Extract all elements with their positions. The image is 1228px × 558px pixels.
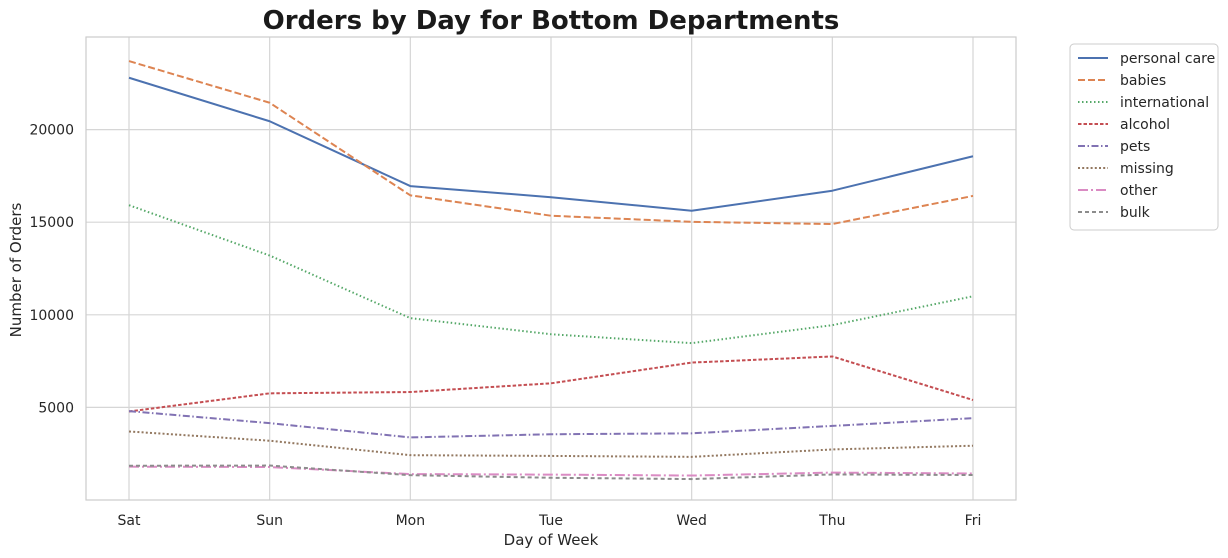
x-tick-label: Fri	[965, 513, 982, 529]
series-line-alcohol	[128, 355, 974, 413]
legend-label: missing	[1120, 161, 1174, 177]
x-tick-label: Sat	[118, 513, 141, 529]
grid	[86, 37, 1016, 500]
x-axis-label: Day of Week	[504, 531, 599, 549]
chart-title: Orders by Day for Bottom Departments	[263, 6, 840, 36]
tick-labels: Sat Sun Mon Tue Wed Thu Fri 5000 10000 15000 20000	[29, 123, 981, 529]
y-tick-label: 20000	[29, 123, 74, 139]
series-line-other	[128, 465, 974, 477]
series-lines	[128, 60, 974, 481]
series-line-bulk	[128, 464, 974, 481]
series-line-pets	[128, 410, 974, 439]
x-tick-label: Thu	[818, 513, 845, 529]
legend-box	[1069, 43, 1219, 231]
x-tick-label: Sun	[256, 513, 283, 529]
y-tick-label: 5000	[38, 400, 74, 416]
series-line-international	[128, 204, 974, 345]
legend-label: bulk	[1120, 205, 1151, 221]
legend-label: pets	[1120, 139, 1150, 155]
legend-label: babies	[1120, 73, 1166, 89]
y-tick-label: 15000	[29, 215, 74, 231]
series-line-personal-care	[128, 76, 974, 212]
y-axis-label: Number of Orders	[7, 202, 25, 337]
legend-label: personal care	[1120, 51, 1215, 67]
plot-area	[85, 36, 1017, 501]
x-tick-label: Tue	[538, 513, 563, 529]
series-line-babies	[128, 60, 974, 226]
x-tick-label: Mon	[396, 513, 426, 529]
legend-label: alcohol	[1120, 117, 1170, 133]
y-tick-label: 10000	[29, 308, 74, 324]
x-tick-label: Wed	[676, 513, 707, 529]
legend-label: other	[1120, 183, 1158, 199]
legend-label: international	[1120, 95, 1209, 111]
legend: personal care babies international alcohol p…	[1069, 43, 1219, 231]
